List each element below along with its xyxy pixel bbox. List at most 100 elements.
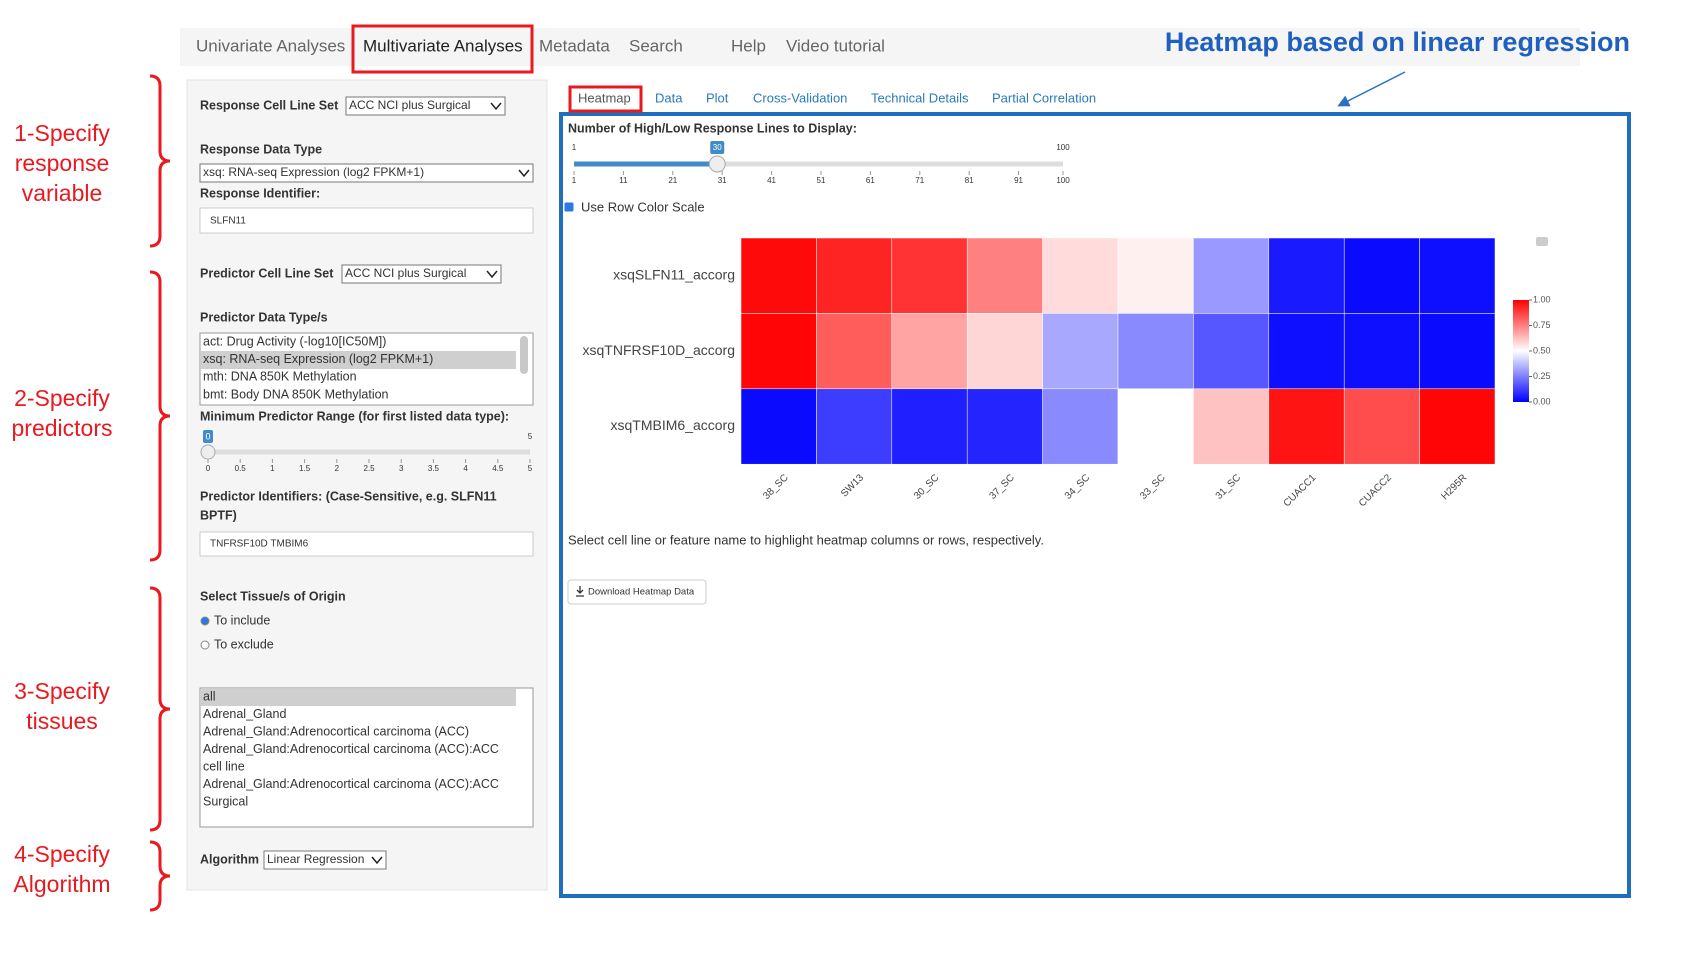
tab[interactable]: Data — [655, 90, 683, 105]
text-input[interactable] — [199, 207, 534, 234]
heatmap-cell[interactable] — [1042, 237, 1119, 314]
nav-tab[interactable]: Video tutorial — [786, 36, 885, 55]
text-input[interactable] — [199, 531, 534, 557]
heatmap-cell[interactable] — [1193, 388, 1270, 465]
active-tab-highlight — [568, 85, 643, 113]
slider-tick-label: 51 — [817, 176, 826, 185]
slider-tick-label: 41 — [767, 176, 776, 185]
heatmap-cell[interactable] — [891, 237, 968, 314]
heatmap-cell[interactable] — [1268, 237, 1345, 314]
heatmap-cell[interactable] — [1268, 313, 1345, 390]
selected-option — [201, 351, 516, 369]
list-option[interactable]: Adrenal_Gland:Adrenocortical carcinoma (… — [203, 724, 469, 738]
column-label[interactable]: SW13 — [839, 472, 866, 499]
nav-tab[interactable]: Help — [731, 36, 766, 55]
list-option[interactable]: Adrenal_Gland:Adrenocortical carcinoma (… — [203, 777, 499, 791]
tab[interactable]: Partial Correlation — [992, 90, 1096, 105]
column-label[interactable]: 30_SC — [912, 472, 941, 501]
heatmap-cell[interactable] — [1193, 237, 1270, 314]
select[interactable] — [341, 264, 502, 284]
label: Response Data Type — [200, 142, 322, 156]
brace — [149, 270, 171, 562]
column-label[interactable]: 37_SC — [987, 472, 1016, 501]
heatmap-cell[interactable] — [1117, 237, 1194, 314]
nav-tab[interactable]: Univariate Analyses — [196, 36, 345, 55]
column-label[interactable]: 33_SC — [1138, 472, 1167, 501]
heatmap-cell[interactable] — [891, 313, 968, 390]
column-label[interactable]: CUACC1 — [1282, 472, 1319, 509]
heatmap-cell[interactable] — [1419, 313, 1496, 390]
input-value: TNFRSF10D TMBIM6 — [210, 539, 309, 550]
nav-tab[interactable]: Multivariate Analyses — [363, 36, 523, 55]
heatmap-cell[interactable] — [966, 313, 1043, 390]
heatmap-cell[interactable] — [740, 237, 817, 314]
download-button[interactable] — [567, 579, 707, 605]
heatmap-cell[interactable] — [740, 388, 817, 465]
camera-icon[interactable] — [1536, 237, 1548, 246]
slider-tick-label: 2.5 — [363, 464, 375, 473]
select[interactable] — [199, 163, 534, 183]
slider-tick-label: 0.5 — [235, 464, 247, 473]
checkbox[interactable] — [564, 202, 574, 212]
list-option[interactable]: Adrenal_Gland — [203, 707, 286, 721]
heatmap-cell[interactable] — [816, 313, 893, 390]
list-option[interactable]: bmt: Body DNA 850K Methylation — [203, 387, 389, 401]
heatmap-cell[interactable] — [1419, 388, 1496, 465]
row-label[interactable]: xsqTMBIM6_accorg — [611, 417, 735, 433]
heatmap-cell[interactable] — [891, 388, 968, 465]
heatmap-cell[interactable] — [1343, 237, 1420, 314]
heatmap-cell[interactable] — [1042, 388, 1119, 465]
nav-tab[interactable]: Search — [629, 36, 683, 55]
slider-tick-label: 1 — [270, 464, 275, 473]
download-icon — [576, 586, 584, 597]
brace — [149, 840, 171, 912]
slider-handle[interactable] — [708, 155, 726, 173]
step-label: predictors — [12, 415, 113, 441]
radio[interactable] — [200, 616, 210, 626]
listbox[interactable] — [199, 687, 534, 828]
list-option[interactable]: act: Drug Activity (-log10[IC50M]) — [203, 334, 386, 348]
radio[interactable] — [200, 640, 210, 650]
list-option[interactable]: Adrenal_Gland:Adrenocortical carcinoma (… — [203, 742, 499, 756]
row-label[interactable]: xsqTNFRSF10D_accorg — [583, 342, 736, 358]
select[interactable] — [263, 850, 387, 870]
heatmap-cell[interactable] — [816, 237, 893, 314]
heatmap-cell[interactable] — [1343, 388, 1420, 465]
heatmap-cell[interactable] — [740, 313, 817, 390]
colorbar-tick-label: 0.00 — [1533, 396, 1551, 406]
heatmap-cell[interactable] — [1419, 237, 1496, 314]
heatmap-cell[interactable] — [1117, 388, 1194, 465]
select[interactable] — [345, 96, 506, 116]
heatmap-cell[interactable] — [1193, 313, 1270, 390]
list-option[interactable]: xsq: RNA-seq Expression (log2 FPKM+1) — [203, 352, 433, 366]
tab[interactable]: Heatmap — [578, 90, 631, 105]
nav-tab[interactable]: Metadata — [539, 36, 610, 55]
list-option[interactable]: cell line — [203, 759, 245, 773]
slider-handle[interactable] — [200, 444, 216, 460]
heatmap-cell[interactable] — [1268, 388, 1345, 465]
tab[interactable]: Technical Details — [871, 90, 969, 105]
heatmap-cell[interactable] — [1042, 313, 1119, 390]
column-label[interactable]: 31_SC — [1214, 472, 1243, 501]
row-label[interactable]: xsqSLFN11_accorg — [613, 266, 735, 282]
column-label[interactable]: 34_SC — [1063, 472, 1092, 501]
list-option[interactable]: Surgical — [203, 794, 248, 808]
colorbar-tick-label: 0.75 — [1533, 320, 1551, 330]
heatmap-cell[interactable] — [1117, 313, 1194, 390]
tab[interactable]: Cross-Validation — [753, 90, 847, 105]
list-option[interactable]: all — [203, 689, 216, 703]
column-label[interactable]: 38_SC — [761, 472, 790, 501]
heatmap-cell[interactable] — [966, 388, 1043, 465]
column-label[interactable]: CUACC2 — [1357, 472, 1394, 509]
heatmap-cell[interactable] — [1343, 313, 1420, 390]
input-value: SLFN11 — [210, 216, 246, 227]
tab[interactable]: Plot — [706, 90, 729, 105]
slider-max: 5 — [528, 432, 533, 441]
heatmap-cell[interactable] — [816, 388, 893, 465]
heatmap-cell[interactable] — [966, 237, 1043, 314]
slider-tick-label: 71 — [915, 176, 924, 185]
slider-min: 1 — [572, 143, 577, 152]
list-option[interactable]: mth: DNA 850K Methylation — [203, 370, 357, 384]
column-label[interactable]: H295R — [1439, 472, 1469, 502]
